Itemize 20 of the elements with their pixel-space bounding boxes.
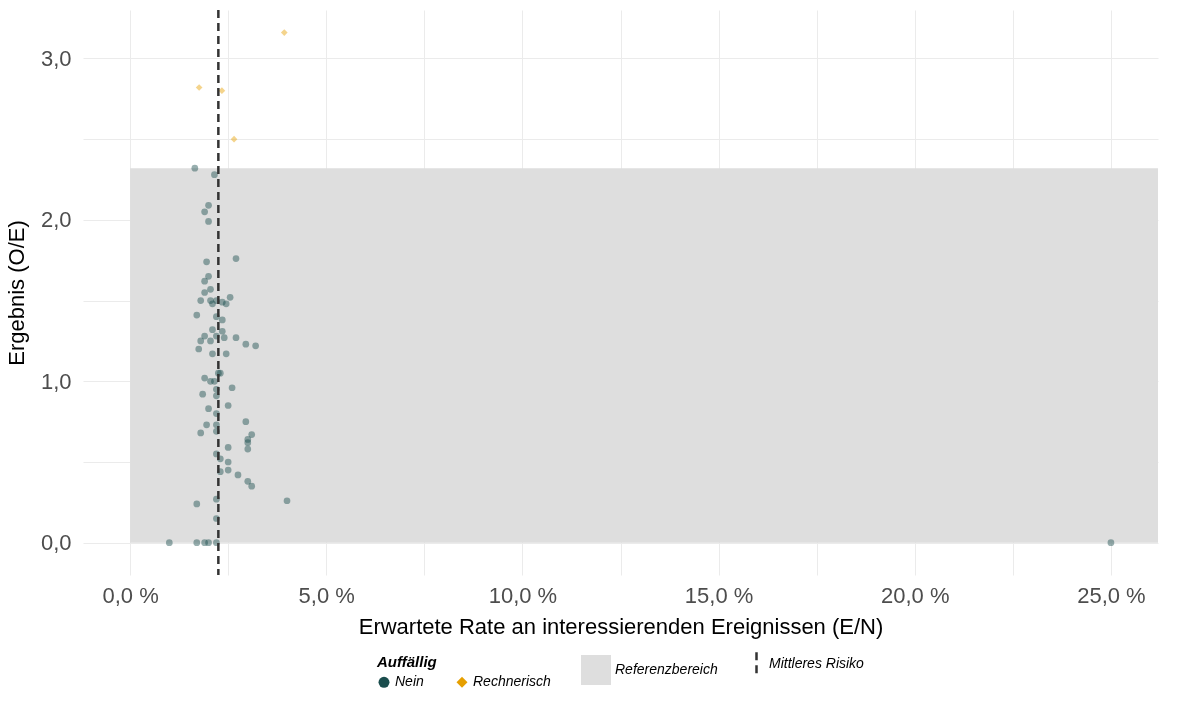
point xyxy=(195,84,203,91)
y-axis-title: Ergebnis (O/E) xyxy=(3,220,29,366)
legend-title: Auffällig xyxy=(376,653,437,670)
x-tick-label: 5,0 % xyxy=(298,582,355,608)
legend-label: Rechnerisch xyxy=(473,673,552,690)
x-axis-title: Erwartete Rate an interessierenden Ereignissen (E/N) xyxy=(358,613,884,639)
legend-label: Mittleres Risiko xyxy=(769,654,865,671)
y-tick-label: 3,0 xyxy=(40,45,72,71)
point xyxy=(280,29,288,36)
legend-label: Referenzbereich xyxy=(615,661,718,677)
y-tick-label: 2,0 xyxy=(40,207,72,233)
y-tick-label: 1,0 xyxy=(40,368,72,394)
x-tick-label: 10,0 % xyxy=(488,582,558,608)
y-tick-label: 0,0 xyxy=(40,530,72,556)
x-tick-label: 20,0 % xyxy=(881,582,950,608)
x-tick-label: 15,0 % xyxy=(684,582,754,608)
point xyxy=(230,135,238,143)
legend-label: Nein xyxy=(395,673,425,690)
x-tick-label: 25,0 % xyxy=(1077,582,1146,608)
x-tick-label: 0,0 % xyxy=(102,582,159,608)
